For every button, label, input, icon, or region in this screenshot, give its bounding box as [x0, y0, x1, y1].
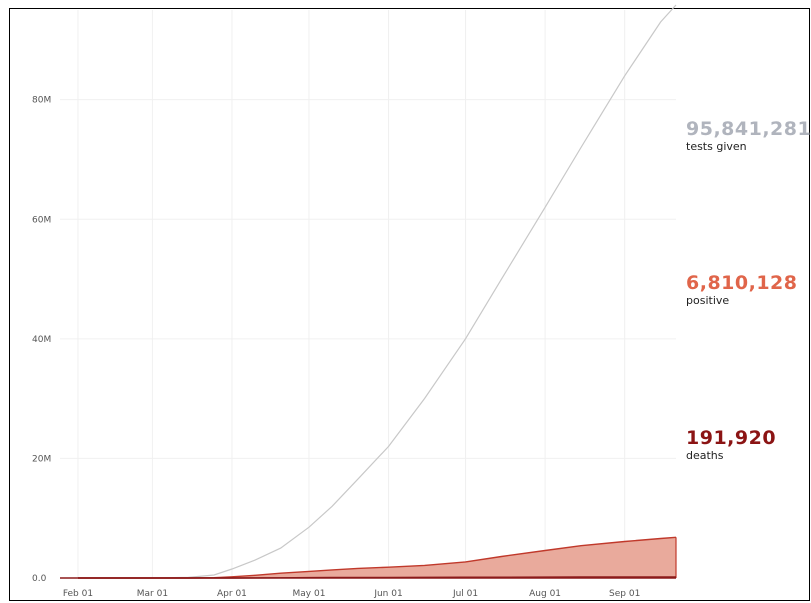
stat-positive-value: 6,810,128	[686, 272, 798, 294]
stat-positive: 6,810,128 positive	[686, 272, 797, 307]
x-tick-label: Mar 01	[137, 589, 168, 599]
y-tick-label: 40M	[32, 335, 51, 345]
stat-positive-label: positive	[686, 294, 730, 307]
y-tick-label: 80M	[32, 96, 51, 106]
y-tick-label: 20M	[32, 454, 51, 464]
x-tick-label: Sep 01	[609, 589, 640, 599]
stat-tests-label: tests given	[686, 140, 747, 153]
y-tick-label: 0.0	[32, 574, 47, 584]
stat-deaths: 191,920 deaths	[686, 427, 776, 462]
y-tick-label: 60M	[32, 215, 51, 225]
area-positive	[78, 537, 676, 578]
stat-tests-value: 95,841,281	[686, 118, 811, 140]
line-tests-given	[78, 4, 677, 579]
x-tick-label: May 01	[293, 589, 326, 599]
chart-frame	[9, 8, 810, 601]
x-tick-label: Aug 01	[529, 589, 561, 599]
stat-tests: 95,841,281 tests given	[686, 118, 811, 153]
x-tick-label: Feb 01	[63, 589, 93, 599]
x-tick-label: Jul 01	[452, 589, 478, 599]
stat-deaths-value: 191,920	[686, 427, 777, 449]
x-tick-label: Jun 01	[373, 589, 402, 599]
x-tick-label: Apr 01	[217, 589, 247, 599]
stat-deaths-label: deaths	[686, 449, 724, 462]
